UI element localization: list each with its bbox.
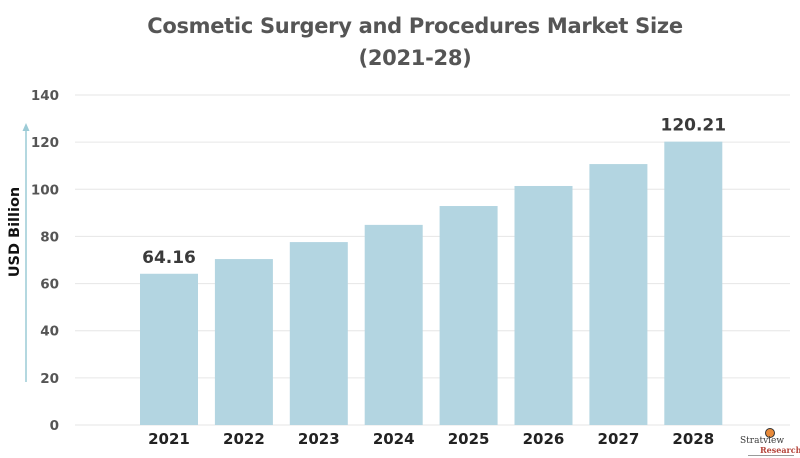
- y-tick-label: 100: [31, 182, 59, 198]
- y-axis-arrow: [22, 123, 30, 382]
- bar-2028: [664, 141, 723, 425]
- logo-name: Stratview: [740, 436, 785, 446]
- x-tick-label: 2026: [523, 430, 565, 448]
- x-tick-label: 2021: [148, 430, 190, 448]
- logo-magnifier-icon: [765, 428, 775, 438]
- y-tick-label: 20: [40, 371, 59, 387]
- data-label: 64.16: [142, 248, 196, 268]
- bar-2025: [439, 206, 498, 425]
- x-tick-label: 2028: [672, 430, 714, 448]
- chart-title: Cosmetic Surgery and Procedures Market S…: [147, 14, 683, 38]
- y-tick-label: 140: [31, 88, 59, 104]
- data-labels: 64.16 120.21: [142, 116, 726, 268]
- bar-2022: [214, 259, 273, 425]
- chart-subtitle: (2021-28): [358, 46, 472, 70]
- y-tick-label: 120: [31, 135, 59, 151]
- x-tick-label: 2024: [373, 430, 415, 448]
- bar-2021: [140, 273, 198, 425]
- x-tick-label: 2023: [298, 430, 340, 448]
- y-tick-label: 0: [50, 418, 59, 434]
- logo-sub: Research: [760, 445, 800, 455]
- y-axis-label: USD Billion: [7, 187, 23, 278]
- stratview-logo: Stratview Research: [738, 428, 800, 458]
- y-axis-ticks: 0 20 40 60 80 100 120 140: [31, 88, 59, 434]
- bar-2023: [289, 242, 348, 425]
- data-label: 120.21: [660, 116, 726, 136]
- bar-2024: [364, 224, 423, 425]
- bars: [140, 141, 723, 426]
- x-tick-label: 2027: [598, 430, 640, 448]
- bar-2026: [514, 185, 573, 425]
- logo-tagline-line: [748, 455, 794, 456]
- y-tick-label: 40: [40, 324, 59, 340]
- x-tick-label: 2022: [223, 430, 265, 448]
- arrow-up-icon: [22, 123, 30, 131]
- x-axis-ticks: 2021 2022 2023 2024 2025 2026 2027 2028: [148, 430, 714, 448]
- x-tick-label: 2025: [448, 430, 490, 448]
- y-tick-label: 60: [40, 277, 59, 293]
- bar-2027: [589, 164, 648, 426]
- y-tick-label: 80: [40, 229, 59, 245]
